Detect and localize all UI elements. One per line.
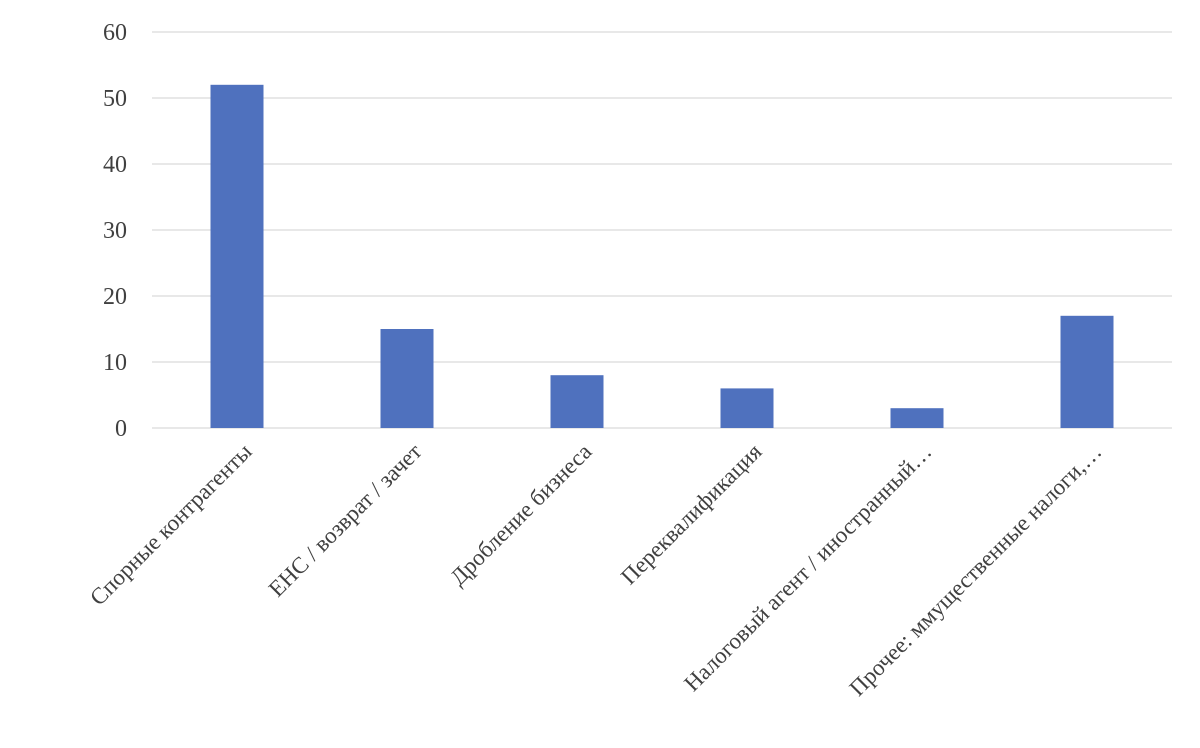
y-axis: 0 10 20 30 40 50 60 <box>103 20 127 442</box>
x-tick-label: ЕНС / возврат / зачет <box>264 439 427 602</box>
bar <box>210 84 264 429</box>
y-tick-label: 20 <box>103 284 127 310</box>
bar <box>550 375 604 428</box>
y-tick-label: 30 <box>103 218 127 244</box>
x-tick-label: Спорные контрагенты <box>85 439 256 610</box>
bar <box>1060 315 1114 428</box>
x-tick-label: Дробление бизнеса <box>445 439 596 590</box>
y-tick-label: 50 <box>103 86 127 112</box>
bars <box>210 84 1114 429</box>
x-tick-label: Переквалификация <box>616 439 767 590</box>
bar <box>380 329 434 428</box>
x-axis: Спорные контрагенты ЕНС / возврат / зачет… <box>85 439 1106 701</box>
bar <box>890 408 944 428</box>
bar <box>720 388 774 428</box>
y-tick-label: 40 <box>103 152 127 178</box>
y-tick-label: 10 <box>103 350 127 376</box>
y-tick-label: 60 <box>103 20 127 46</box>
y-tick-label: 0 <box>115 416 127 442</box>
gridlines <box>152 31 1172 429</box>
